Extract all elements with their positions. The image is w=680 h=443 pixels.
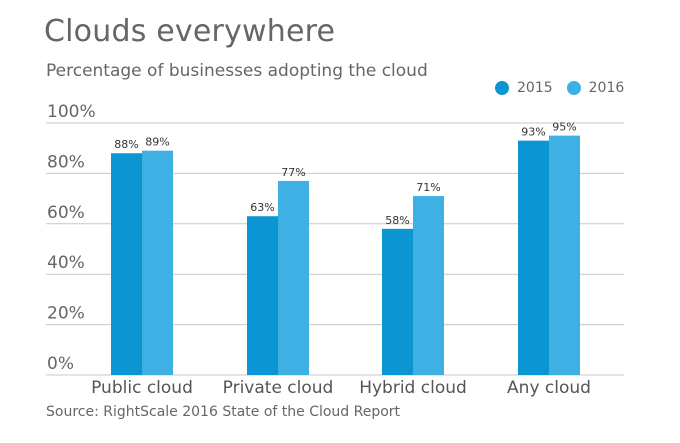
data-label: 88% [114,138,138,151]
y-tick-label: 60% [47,203,85,223]
data-label: 95% [552,121,576,134]
legend-swatch-2015 [495,81,509,95]
y-tick-label: 100% [47,102,96,122]
x-tick-label: Private cloud [223,378,334,398]
data-label: 93% [521,126,545,139]
legend-item-2016: 2016 [566,80,625,96]
bar-2016-hybrid-cloud [413,196,444,375]
bar-2016-any-cloud [549,135,580,375]
chart-subtitle: Percentage of businesses adopting the cl… [46,61,428,81]
bar-2015-private-cloud [247,216,278,375]
y-tick-label: 20% [47,304,85,324]
legend-label-2015: 2015 [517,80,553,96]
legend-label-2016: 2016 [588,80,625,96]
x-tick-label: Hybrid cloud [359,378,467,398]
bar-2016-public-cloud [142,150,173,375]
data-label: 77% [281,166,305,179]
bar-2015-hybrid-cloud [382,228,413,375]
bar-2016-private-cloud [278,180,309,375]
x-tick-label: Any cloud [507,378,591,398]
y-tick-label: 0% [47,354,74,374]
bar-2015-public-cloud [111,153,142,375]
bar-2015-any-cloud [518,140,549,375]
data-label: 58% [385,214,409,227]
y-tick-label: 80% [47,152,85,172]
data-label: 63% [250,201,274,214]
chart-source: Source: RightScale 2016 State of the Clo… [46,404,401,420]
data-label: 89% [145,136,169,149]
legend-item-2015: 2015 [495,80,553,96]
data-label: 71% [416,181,440,194]
y-tick-label: 40% [47,253,85,273]
x-tick-label: Public cloud [91,378,193,398]
chart-title: Clouds everywhere [44,14,336,49]
legend-swatch-2016 [566,81,581,95]
legend: 2015 2016 [495,80,638,96]
